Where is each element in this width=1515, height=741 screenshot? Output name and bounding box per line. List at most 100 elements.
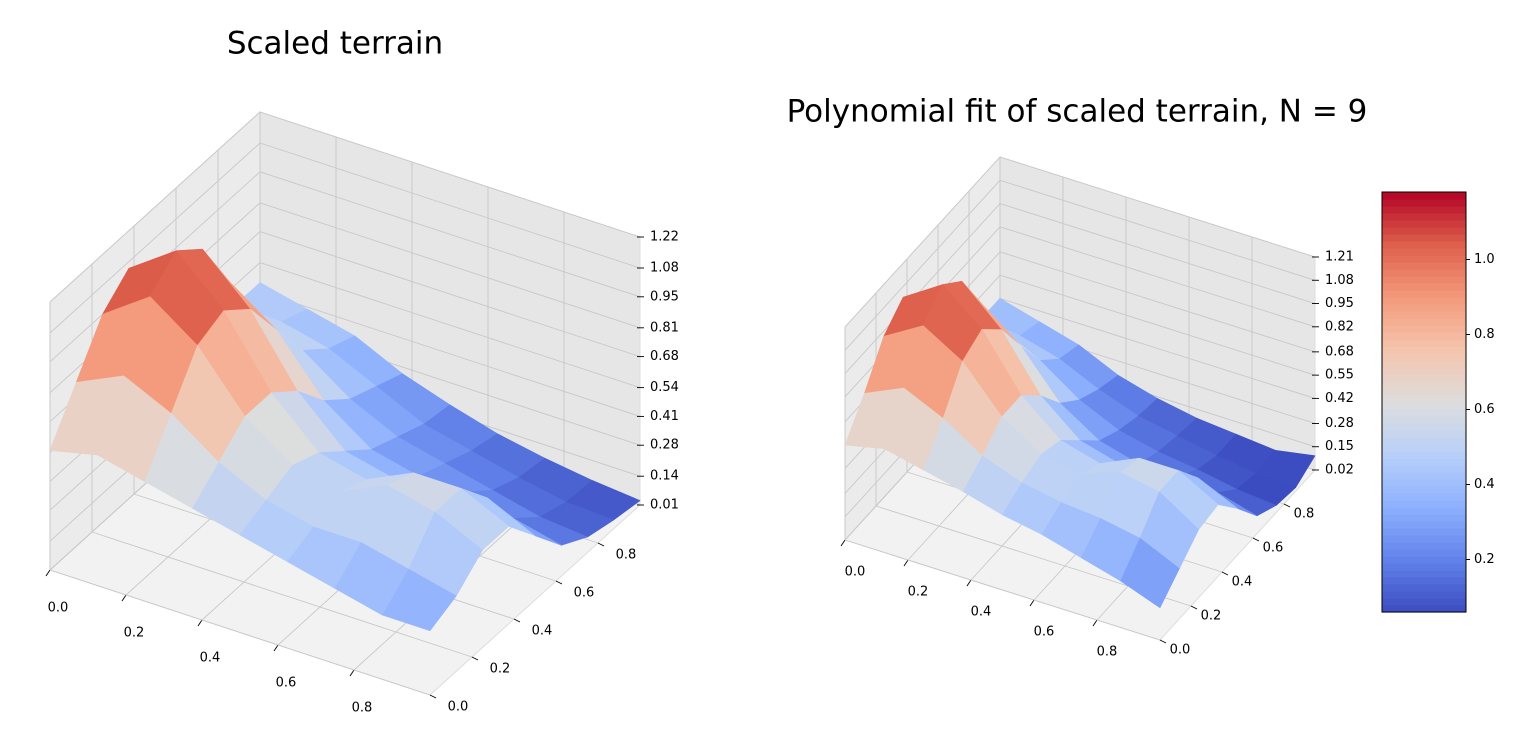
x-tick-label: 0.0 bbox=[48, 601, 69, 616]
colorbar-segment bbox=[1382, 339, 1466, 347]
x-tick-label: 0.2 bbox=[908, 585, 929, 600]
z-tick-label: 0.01 bbox=[650, 498, 679, 513]
grid-line bbox=[999, 226, 1316, 328]
z-tick-label: 0.28 bbox=[650, 438, 679, 453]
colorbar-segment bbox=[1382, 388, 1466, 396]
y-tick-label: 0.4 bbox=[532, 624, 553, 639]
grid-line bbox=[259, 202, 641, 329]
colorbar-segment bbox=[1382, 584, 1466, 592]
chart-title: Scaled terrain bbox=[227, 26, 443, 62]
grid-line bbox=[999, 179, 1316, 281]
colorbar-segment bbox=[1382, 304, 1466, 312]
y-tick-label: 0.2 bbox=[490, 662, 511, 677]
colorbar-segment bbox=[1382, 542, 1466, 550]
colorbar-segment bbox=[1382, 360, 1466, 368]
chart-title: Polynomial fit of scaled terrain, N = 9 bbox=[787, 94, 1368, 130]
tick-mark bbox=[1252, 537, 1260, 542]
grid-line bbox=[91, 531, 473, 658]
colorbar-tick-label: 0.2 bbox=[1474, 552, 1495, 567]
colorbar-segment bbox=[1382, 486, 1466, 494]
colorbar-segment bbox=[1382, 227, 1466, 235]
y-tick-label: 0.8 bbox=[616, 548, 637, 563]
colorbar-frame bbox=[1381, 191, 1467, 613]
colorbar-segment bbox=[1382, 248, 1466, 256]
tick-mark bbox=[1092, 619, 1098, 627]
colorbar-segment bbox=[1382, 451, 1466, 459]
colorbar-segment bbox=[1382, 472, 1466, 480]
grid-line bbox=[49, 569, 431, 696]
grid-line bbox=[844, 539, 1161, 641]
chart: Polynomial fit of scaled terrain, N = 9 0… bbox=[787, 94, 1495, 660]
z-tick-label: 0.68 bbox=[650, 349, 679, 364]
colorbar-segment bbox=[1382, 402, 1466, 410]
colorbar-segment bbox=[1382, 311, 1466, 319]
colorbar-segment bbox=[1382, 563, 1466, 571]
colorbar-segment bbox=[1382, 346, 1466, 354]
colorbar-tick-label: 0.4 bbox=[1474, 477, 1495, 492]
z-tick-label: 0.15 bbox=[1325, 439, 1354, 454]
y-tick-label: 0.6 bbox=[1263, 541, 1284, 556]
colorbar-segment bbox=[1382, 535, 1466, 543]
x-tick-label: 0.0 bbox=[845, 565, 866, 580]
colorbar-segment bbox=[1382, 332, 1466, 340]
tick-mark bbox=[1159, 639, 1167, 644]
colorbar-segment bbox=[1382, 479, 1466, 487]
z-tick-label: 0.42 bbox=[1325, 391, 1354, 406]
colorbar-segment bbox=[1382, 409, 1466, 417]
colorbar-segment bbox=[1382, 381, 1466, 389]
colorbar-segment bbox=[1382, 283, 1466, 291]
z-tick-label: 1.21 bbox=[1325, 250, 1354, 265]
z-tick-label: 0.95 bbox=[1325, 296, 1354, 311]
colorbar-segment bbox=[1382, 325, 1466, 333]
colorbar-segment bbox=[1382, 570, 1466, 578]
colorbar-segment bbox=[1382, 276, 1466, 284]
x-tick-label: 0.4 bbox=[200, 651, 221, 666]
grid-line bbox=[259, 171, 641, 298]
grid-line bbox=[844, 156, 1001, 328]
grid-line bbox=[999, 203, 1316, 304]
tick-mark bbox=[1283, 503, 1291, 508]
grid-line bbox=[49, 142, 261, 334]
z-tick-label: 1.08 bbox=[650, 261, 679, 276]
y-tick-label: 0.0 bbox=[1170, 643, 1191, 658]
z-tick-label: 0.14 bbox=[650, 469, 679, 484]
colorbar-segment bbox=[1382, 521, 1466, 529]
colorbar-segment bbox=[1382, 528, 1466, 536]
x-tick-label: 0.2 bbox=[124, 626, 145, 641]
x-tick-label: 0.8 bbox=[1097, 645, 1118, 660]
colorbar-segment bbox=[1382, 220, 1466, 228]
colorbar-segment bbox=[1382, 290, 1466, 298]
grid-line bbox=[999, 274, 1316, 376]
x-tick-label: 0.6 bbox=[1034, 625, 1055, 640]
colorbar-segment bbox=[1382, 241, 1466, 249]
grid-line bbox=[999, 251, 1316, 353]
tick-mark bbox=[121, 594, 127, 602]
colorbar-segment bbox=[1382, 192, 1466, 200]
colorbar-segment bbox=[1382, 591, 1466, 599]
colorbar-segment bbox=[1382, 353, 1466, 361]
tick-mark bbox=[597, 542, 605, 547]
colorbar-segment bbox=[1382, 430, 1466, 438]
z-tick-label: 0.55 bbox=[1325, 368, 1354, 383]
colorbar-segment bbox=[1382, 374, 1466, 382]
grid-line bbox=[999, 156, 1316, 258]
tick-mark bbox=[197, 619, 203, 627]
z-tick-label: 0.02 bbox=[1325, 463, 1354, 478]
grid-line bbox=[844, 179, 1001, 351]
y-tick-label: 0.0 bbox=[448, 700, 469, 715]
colorbar-segment bbox=[1382, 318, 1466, 326]
y-tick-label: 0.2 bbox=[1201, 609, 1222, 624]
colorbar-segment bbox=[1382, 416, 1466, 424]
x-tick-label: 0.6 bbox=[276, 676, 297, 691]
z-tick-label: 0.41 bbox=[650, 409, 679, 424]
colorbar-segment bbox=[1382, 395, 1466, 403]
tick-mark bbox=[513, 618, 521, 623]
z-tick-label: 0.28 bbox=[1325, 416, 1354, 431]
grid-line bbox=[259, 231, 641, 358]
colorbar-segment bbox=[1382, 514, 1466, 522]
colorbar-segment bbox=[1382, 444, 1466, 452]
tick-mark bbox=[840, 539, 846, 547]
colorbar-segment bbox=[1382, 199, 1466, 207]
x-tick-label: 0.4 bbox=[971, 605, 992, 620]
colorbar-segment bbox=[1382, 507, 1466, 515]
